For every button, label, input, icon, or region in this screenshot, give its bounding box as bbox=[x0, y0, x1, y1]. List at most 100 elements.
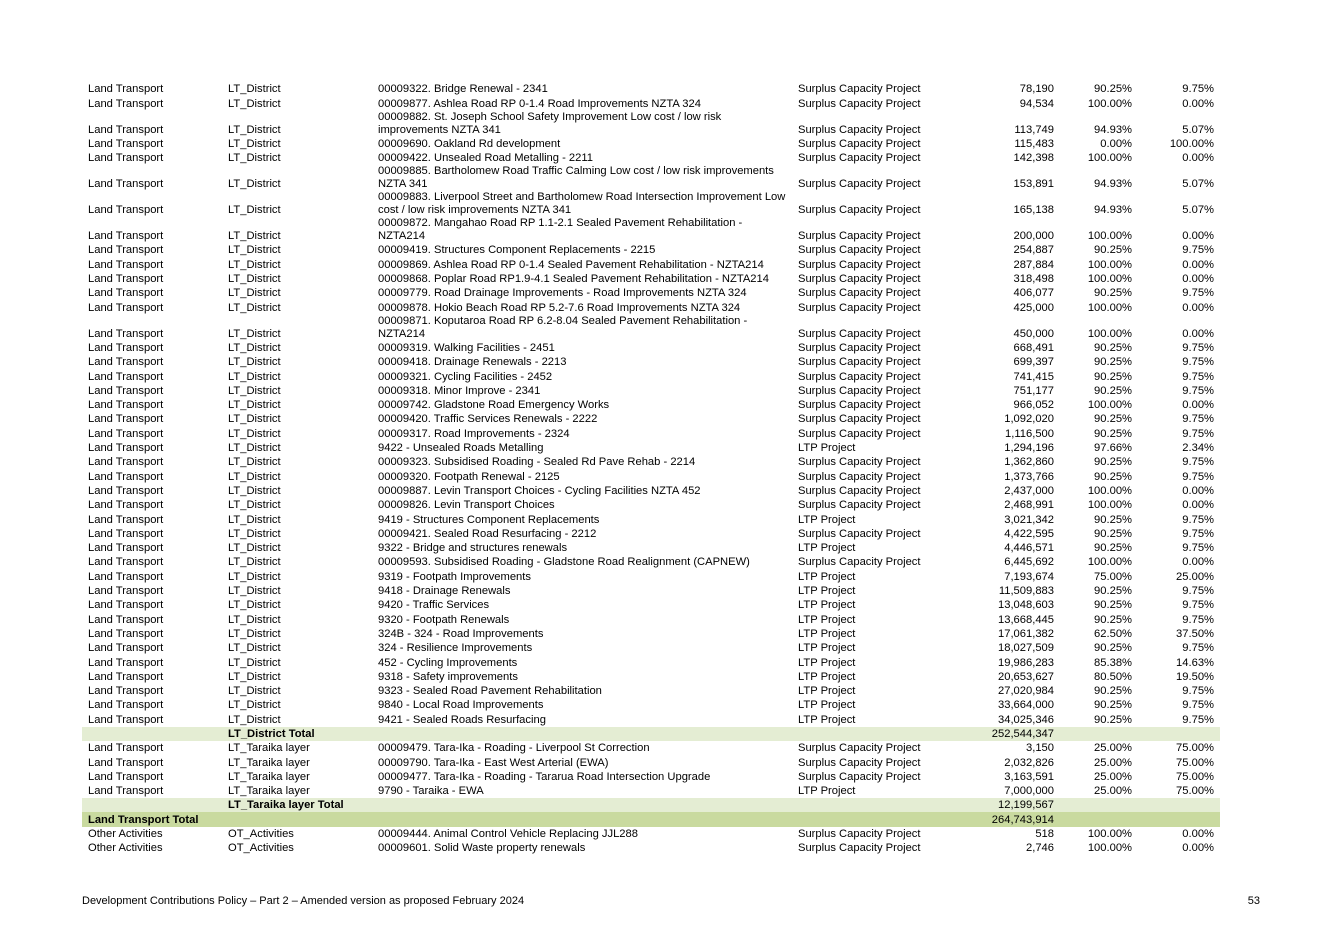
cell-activity: Land Transport bbox=[88, 570, 164, 583]
page-footer: Development Contributions Policy – Part … bbox=[82, 895, 1260, 907]
cell-activity: Land Transport bbox=[88, 178, 164, 191]
cell-group: LT_District bbox=[228, 384, 281, 397]
cell-percent-a: 94.93% bbox=[1094, 178, 1132, 191]
cell-percent-a: 100.00% bbox=[1087, 399, 1132, 412]
cell-percent-b: 0.00% bbox=[1182, 399, 1214, 412]
cell-amount: 1,116,500 bbox=[1005, 427, 1054, 440]
cell-percent-a: 90.25% bbox=[1094, 470, 1132, 483]
cell-activity: Land Transport bbox=[88, 341, 164, 354]
cell-percent-b bbox=[1138, 812, 1220, 827]
cell-project-type: Surplus Capacity Project bbox=[798, 384, 921, 397]
cell-project bbox=[372, 812, 792, 827]
cell-activity: Land Transport bbox=[88, 484, 164, 497]
cell-activity: Land Transport bbox=[88, 685, 164, 698]
cell-project-type: Surplus Capacity Project bbox=[798, 83, 921, 96]
cell-percent-a: 100.00% bbox=[1087, 301, 1132, 314]
cell-amount: 18,027,509 bbox=[998, 642, 1054, 655]
cell-project: 324B - 324 - Road Improvements bbox=[378, 627, 544, 640]
cell-group: LT_District bbox=[228, 356, 281, 369]
table-row: Land Transport LT_District 9422 - Unsealed… bbox=[82, 441, 1220, 455]
cell-group: LT_District bbox=[228, 527, 281, 540]
cell-project-type: Surplus Capacity Project bbox=[798, 527, 921, 540]
cell-amount: 3,021,342 bbox=[1004, 513, 1054, 526]
cell-project-type: LTP Project bbox=[798, 542, 856, 555]
table-row: Land Transport LT_District 00009779. Road … bbox=[82, 286, 1220, 300]
table-row: Land Transport LT_District 9419 - Structur… bbox=[82, 512, 1220, 526]
cell-percent-a: 90.25% bbox=[1094, 287, 1132, 300]
cell-amount: 113,749 bbox=[1014, 123, 1054, 136]
cell-group: LT_District bbox=[228, 178, 281, 191]
cell-activity: Land Transport bbox=[88, 756, 164, 769]
cell-project-type: Surplus Capacity Project bbox=[798, 137, 921, 150]
cell-group: LT_District bbox=[228, 442, 281, 455]
cell-amount: 34,025,346 bbox=[998, 713, 1054, 726]
cell-project: 00009869. Ashlea Road RP 0-1.4 Sealed Pa… bbox=[378, 258, 764, 271]
cell-project: 324 - Resilience Improvements bbox=[378, 642, 533, 655]
cell-amount: 2,437,000 bbox=[1004, 484, 1054, 497]
cell-percent-a: 90.25% bbox=[1094, 699, 1132, 712]
cell-percent-b: 9.75% bbox=[1182, 413, 1214, 426]
cell-activity: Land Transport bbox=[88, 542, 164, 555]
cell-project-type: Surplus Capacity Project bbox=[798, 556, 921, 569]
cell-percent-b: 9.75% bbox=[1182, 513, 1214, 526]
cell-group: LT_District bbox=[228, 713, 281, 726]
cell-percent-b: 2.34% bbox=[1182, 442, 1214, 455]
cell-group: LT_District bbox=[228, 627, 281, 640]
cell-project: 00009422. Unsealed Road Metalling - 2211 bbox=[378, 152, 593, 165]
cell-project: 452 - Cycling Improvements bbox=[378, 656, 518, 669]
table-row: Land Transport LT_District 00009317. Road … bbox=[82, 426, 1220, 440]
cell-project: 9420 - Traffic Services bbox=[378, 599, 490, 612]
cell-percent-a: 75.00% bbox=[1094, 570, 1132, 583]
cell-amount: 153,891 bbox=[1013, 178, 1054, 191]
cell-activity: Land Transport bbox=[88, 327, 164, 340]
cell-percent-b: 9.75% bbox=[1182, 713, 1214, 726]
cell-group: LT_District bbox=[228, 287, 281, 300]
cell-activity: Land Transport bbox=[88, 613, 164, 626]
cell-project-type: LTP Project bbox=[798, 570, 856, 583]
cell-project-type: Surplus Capacity Project bbox=[798, 470, 921, 483]
cell-project-type: Surplus Capacity Project bbox=[798, 341, 921, 354]
cell-group: OT_Activities bbox=[228, 828, 294, 841]
cell-project-type: LTP Project bbox=[798, 585, 856, 598]
cell-group: LT_District bbox=[228, 556, 281, 569]
cell-percent-b: 9.75% bbox=[1182, 384, 1214, 397]
cell-percent-b: 0.00% bbox=[1182, 258, 1214, 271]
cell-project-type: LTP Project bbox=[798, 642, 856, 655]
cell-activity: Land Transport bbox=[88, 152, 164, 165]
table-row: Land Transport LT_District 324 - Resilienc… bbox=[82, 641, 1220, 655]
cell-group: LT_District bbox=[228, 230, 281, 243]
cell-project: 00009871. Koputaroa Road RP 6.2-8.04 Sea… bbox=[378, 314, 748, 340]
cell-project-type: Surplus Capacity Project bbox=[798, 456, 921, 469]
cell-percent-a: 90.25% bbox=[1094, 613, 1132, 626]
cell-percent-b: 5.07% bbox=[1182, 204, 1214, 217]
table-row: Land Transport LT_District 00009826. Levin… bbox=[82, 498, 1220, 512]
cell-activity: Land Transport bbox=[88, 785, 164, 798]
cell-group: LT_District bbox=[228, 152, 281, 165]
cell-activity bbox=[82, 798, 222, 813]
cell-project: 00009882. St. Joseph School Safety Impro… bbox=[378, 110, 722, 136]
cell-percent-b bbox=[1138, 726, 1220, 741]
cell-activity: Land Transport bbox=[88, 442, 164, 455]
table-row: Land Transport LT_District 00009868. Popla… bbox=[82, 272, 1220, 286]
table-body: Land Transport LT_District 00009322. Bridg… bbox=[82, 82, 1220, 855]
table-row: Land Transport LT_District 00009878. Hokio… bbox=[82, 300, 1220, 314]
cell-percent-a: 100.00% bbox=[1087, 842, 1132, 855]
cell-amount: 2,468,991 bbox=[1004, 499, 1054, 512]
cell-percent-a: 100.00% bbox=[1087, 273, 1132, 286]
cell-amount: 668,491 bbox=[1013, 341, 1054, 354]
cell-activity: Land Transport bbox=[88, 599, 164, 612]
cell-percent-b: 9.75% bbox=[1182, 613, 1214, 626]
table-row: Land Transport LT_Taraika layer 00009477. … bbox=[82, 770, 1220, 784]
cell-project-type: Surplus Capacity Project bbox=[798, 152, 921, 165]
cell-percent-a: 25.00% bbox=[1094, 742, 1132, 755]
cell-group: LT_District bbox=[228, 427, 281, 440]
table-row: Land Transport LT_District 00009320. Footp… bbox=[82, 469, 1220, 483]
cell-activity: Land Transport bbox=[88, 456, 164, 469]
cell-amount: 200,000 bbox=[1013, 230, 1054, 243]
cell-percent-a: 25.00% bbox=[1094, 756, 1132, 769]
cell-activity: Land Transport bbox=[88, 499, 164, 512]
table-row: Land Transport LT_District 9320 - Footpath… bbox=[82, 612, 1220, 626]
cell-percent-a: 90.25% bbox=[1094, 685, 1132, 698]
cell-project: 00009883. Liverpool Street and Bartholom… bbox=[378, 191, 786, 217]
cell-percent-b: 9.75% bbox=[1182, 244, 1214, 257]
